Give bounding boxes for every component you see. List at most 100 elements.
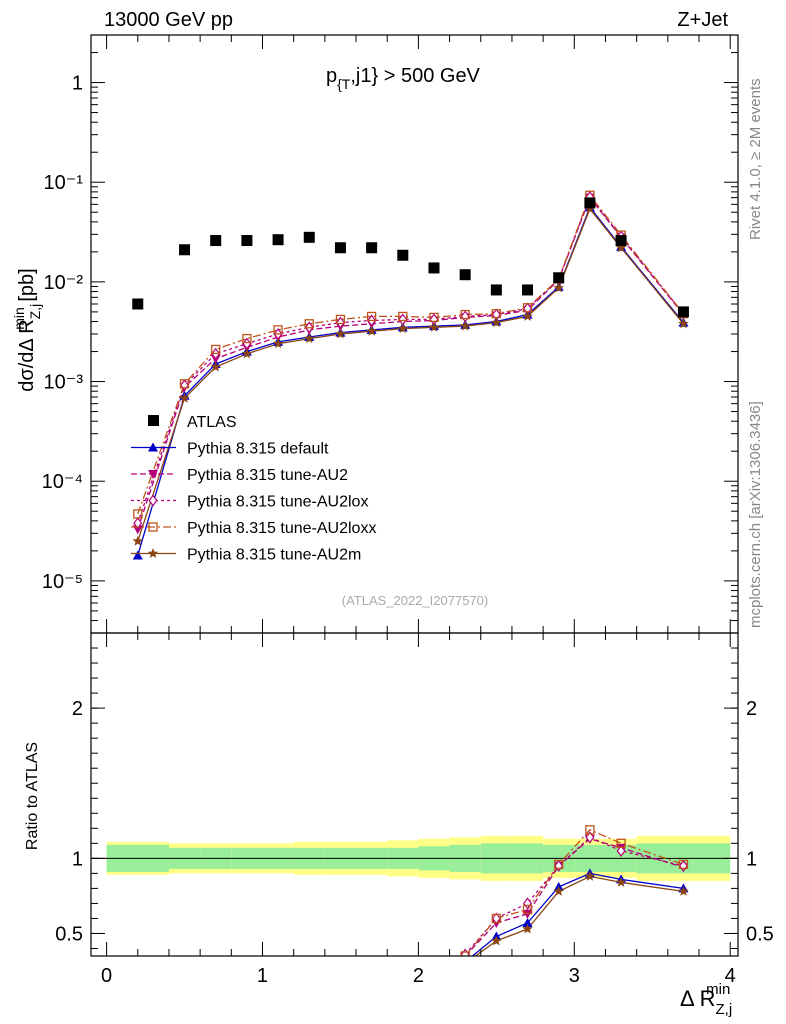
series-point [335, 328, 346, 339]
cut-label: p{T,j1} > 500 GeV [326, 65, 481, 92]
legend-marker [148, 442, 158, 452]
ratio-point [678, 859, 689, 870]
series-point [241, 348, 253, 359]
x-axis-title: Δ RZ,jmin [680, 981, 732, 1018]
atlas-point [459, 269, 471, 281]
series-point [429, 312, 439, 323]
series-point [615, 242, 627, 253]
ratio-point [585, 831, 595, 844]
x-tick-label: 0 [101, 965, 112, 987]
ratio-point [584, 870, 596, 881]
series-point [460, 309, 470, 320]
legend-marker [148, 494, 158, 507]
atlas-point [241, 235, 253, 247]
rivet-label: Rivet 4.1.0, ≥ 2M events [747, 78, 764, 240]
atlas-point [334, 242, 346, 254]
x-tick-label: 4 [725, 965, 736, 987]
legend-marker-atlas [148, 415, 159, 426]
ratio-point [460, 948, 470, 956]
ratio-point [553, 885, 564, 896]
legend-label: ATLAS [187, 414, 237, 431]
ratio-point [522, 923, 533, 934]
x-tick-label: 3 [569, 965, 580, 987]
ratio-tick-label: 2 [72, 698, 83, 720]
uncertainty-bands [91, 835, 738, 881]
series-point [304, 319, 314, 329]
y-tick-label: 10⁻⁵ [42, 571, 83, 593]
atlas-point [397, 249, 409, 261]
legend-marker [148, 522, 158, 532]
bottom-panel: 0 1 2 3 4 0.5 0.5 1 1 2 2 Ratio to ATLAS Δ RZ,jmin [24, 632, 774, 1018]
y-tick-label: 1 [72, 73, 83, 95]
ratio-point [616, 838, 626, 848]
ratio-point [615, 876, 627, 887]
series-point [179, 379, 190, 389]
ratio-point [522, 904, 533, 915]
legend-label: Pythia 8.315 tune-AU2 [187, 467, 348, 484]
top-frame [90, 34, 739, 634]
series-point [210, 361, 221, 372]
atlas-point [522, 284, 534, 296]
series-point [133, 509, 143, 519]
atlas-point [490, 284, 502, 296]
series-point [398, 311, 408, 322]
bottom-axes: 0 1 2 3 4 0.5 0.5 1 1 2 2 [55, 633, 774, 987]
series-point [678, 318, 689, 329]
series-point [397, 323, 408, 333]
ratio-point [554, 859, 564, 870]
ratio-point [522, 917, 533, 927]
series-point [304, 333, 315, 343]
bottom-frame [90, 632, 739, 957]
series-point [553, 282, 564, 293]
series-point [522, 310, 533, 321]
y-tick-label: 10⁻¹ [44, 172, 84, 194]
ratio-axis-title: Ratio to ATLAS [24, 742, 41, 850]
ratio-point [616, 844, 626, 857]
series-point [242, 333, 252, 344]
legend-label: Pythia 8.315 tune-AU2loxx [187, 520, 376, 537]
series-point [211, 344, 221, 355]
ratio-point [585, 825, 595, 835]
series-point [366, 325, 377, 336]
ratio-tick-label: 0.5 [55, 923, 83, 945]
ratio-point [460, 951, 470, 956]
legend: ATLAS Pythia 8.315 default Pythia 8.315 tu… [131, 414, 376, 564]
bottom-marks [460, 825, 689, 956]
top-panel: 10⁻⁵10⁻⁴10⁻³10⁻²10⁻¹1 p{T,j1} > 500 GeV … [11, 34, 739, 634]
analysis-id: (ATLAS_2022_I2077570) [342, 593, 488, 608]
ratio-tick-label: 1 [72, 848, 83, 870]
series-point [460, 310, 470, 323]
ratio-tick-label-right: 1 [746, 848, 757, 870]
ratio-point [522, 909, 533, 919]
ratio-point [678, 885, 689, 896]
legend-label: Pythia 8.315 default [187, 441, 329, 458]
series-line [137, 207, 684, 542]
atlas-point [428, 262, 440, 274]
legend-label: Pythia 8.315 tune-AU2m [187, 547, 361, 564]
x-tick-label: 2 [413, 965, 424, 987]
x-tick-label: 1 [257, 965, 268, 987]
atlas-point [584, 197, 596, 209]
atlas-point [179, 244, 191, 256]
top-marks [132, 190, 689, 560]
y-tick-label: 10⁻² [44, 272, 84, 294]
ratio-tick-label-right: 2 [746, 698, 757, 720]
ratio-point [491, 912, 501, 925]
series-point [491, 317, 502, 328]
series-point [133, 517, 143, 530]
legend-label: Pythia 8.315 tune-AU2lox [187, 494, 368, 511]
y-tick-label: 10⁻⁴ [42, 471, 83, 493]
y-tick-label: 10⁻³ [44, 372, 84, 394]
series-point [335, 314, 346, 325]
series-point [272, 338, 284, 349]
atlas-point [210, 235, 222, 247]
mcplots-label: mcplots.cern.ch [arXiv:1306.3436] [747, 401, 764, 628]
bottom-series-group [460, 825, 689, 956]
legend-marker [148, 470, 158, 479]
ratio-tick-label-right: 0.5 [746, 923, 774, 945]
y-axis-title: dσ/dΔ RZ,jmin [pb] [11, 268, 43, 391]
series-point [132, 535, 143, 546]
legend-marker [147, 548, 159, 558]
series-point [428, 321, 440, 332]
